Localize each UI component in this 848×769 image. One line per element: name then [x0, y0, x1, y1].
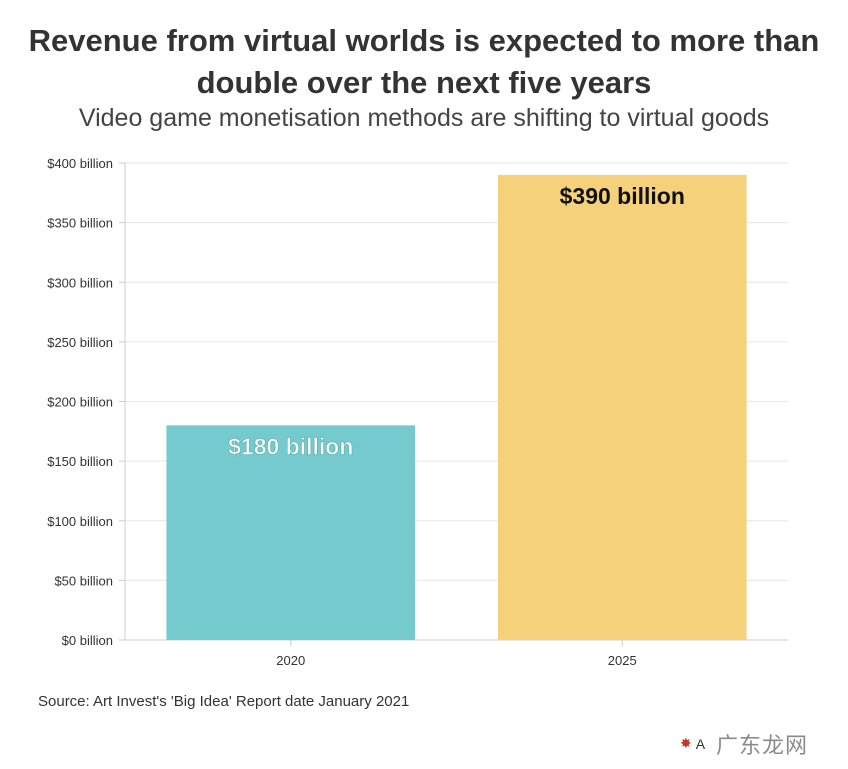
y-tick-label: $250 billion	[47, 335, 113, 350]
publisher-logo: ✸ A	[680, 735, 705, 752]
y-tick-label: $100 billion	[47, 514, 113, 529]
y-tick-label: $200 billion	[47, 395, 113, 410]
y-tick-label: $300 billion	[47, 275, 113, 290]
y-tick-label: $350 billion	[47, 216, 113, 231]
data-label-2025: $390 billion	[560, 183, 685, 209]
star-icon: ✸	[680, 735, 692, 751]
data-label-2020: $180 billion	[228, 433, 353, 459]
x-tick-label: 2020	[276, 653, 305, 668]
bar-chart: $0 billion $50 billion $100 billion $150 bi…	[47, 156, 788, 668]
watermark: 广东龙网	[716, 733, 809, 758]
y-tick-label: $150 billion	[47, 454, 113, 469]
bar-2025	[497, 174, 747, 641]
chart-subtitle: Video game monetisation methods are shif…	[78, 104, 770, 132]
y-tick-label: $0 billion	[62, 633, 113, 648]
source-note: Source: Art Invest's 'Big Idea' Report d…	[38, 693, 410, 710]
bar-2020	[166, 425, 416, 640]
x-tick-label: 2025	[608, 653, 637, 668]
y-tick-label: $50 billion	[54, 573, 113, 588]
y-tick-label: $400 billion	[47, 156, 113, 171]
chart-title: Revenue from virtual worlds is expected …	[28, 23, 820, 100]
logo-text: A	[695, 735, 706, 752]
